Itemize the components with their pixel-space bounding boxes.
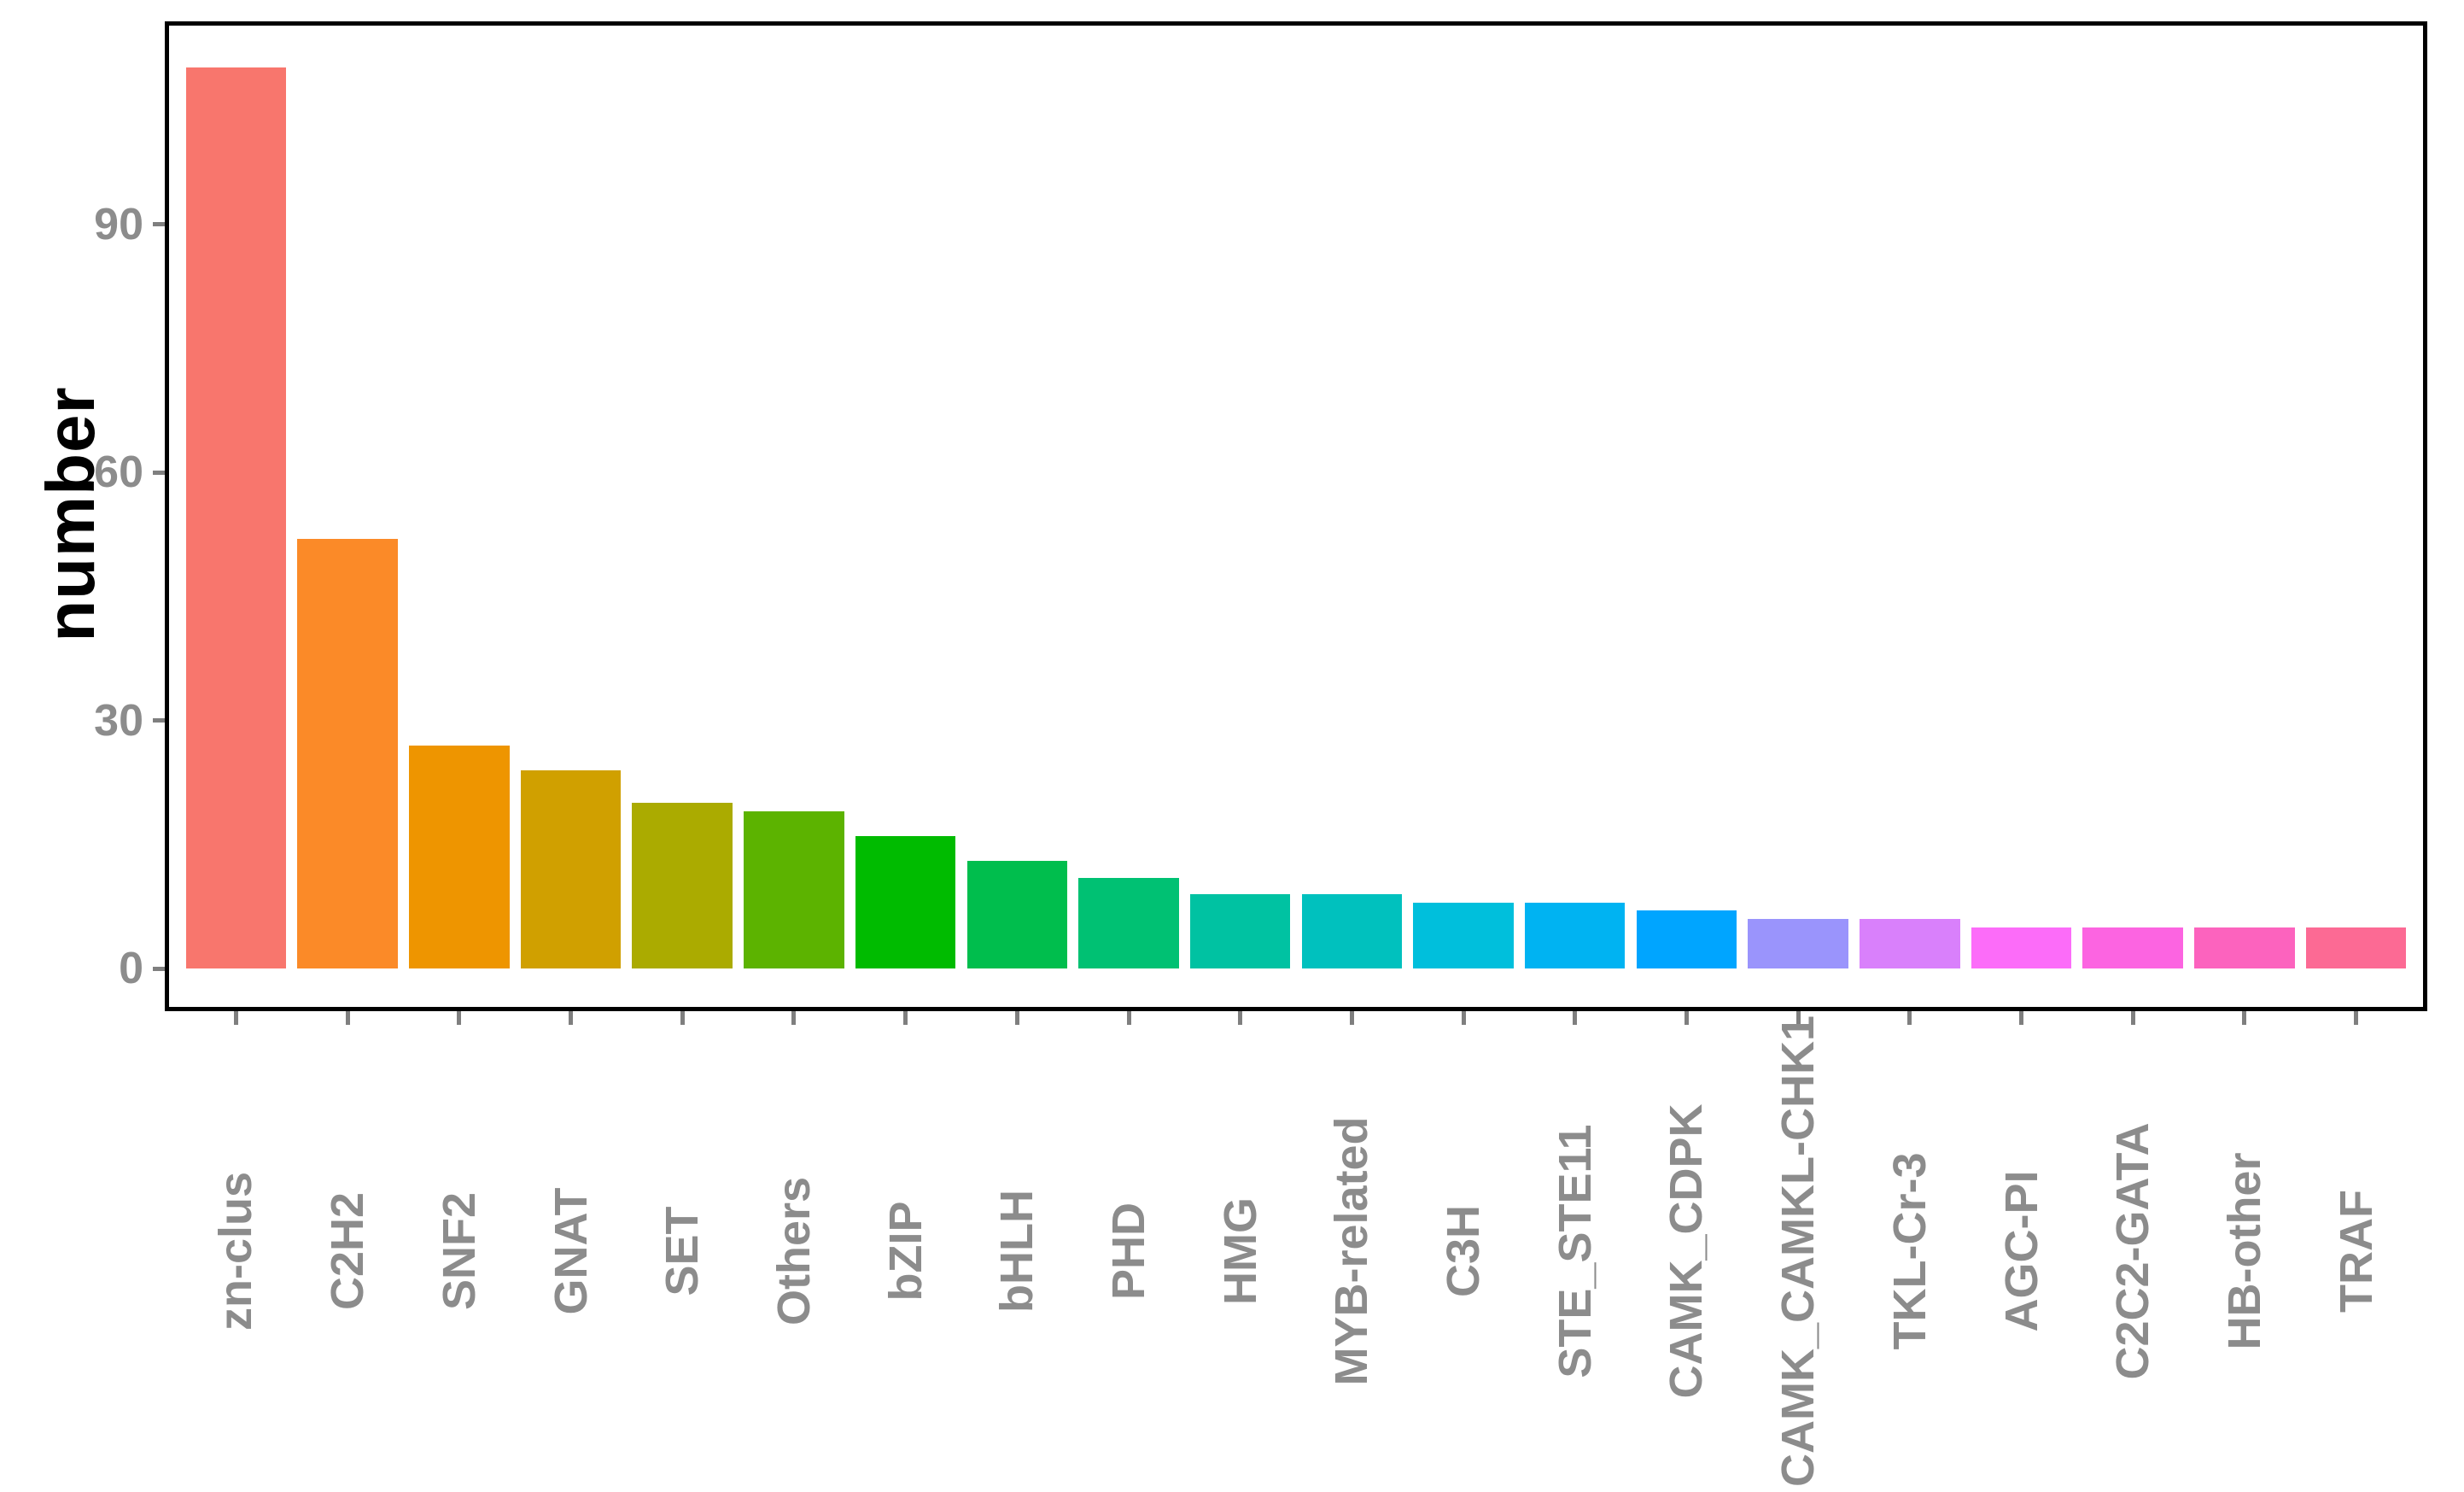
x-tick-mark-PHD xyxy=(1126,1011,1131,1025)
bar-bZIP xyxy=(855,836,956,968)
bar-TKL-Cr-3 xyxy=(1860,919,1960,968)
bar-HMG xyxy=(1189,894,1291,968)
x-tick-label-C2C2-GATA: C2C2-GATA xyxy=(2107,1122,2159,1380)
x-tick-mark-SNF2 xyxy=(457,1011,462,1025)
y-tick-mark-0 xyxy=(153,966,165,971)
y-tick-label-60: 60 xyxy=(94,448,143,498)
bar-PHD xyxy=(1078,878,1179,968)
y-tick-label-90: 90 xyxy=(94,199,143,249)
x-tick-label-SET: SET xyxy=(657,1206,709,1296)
bar-TRAF xyxy=(2305,927,2407,968)
x-tick-label-GNAT: GNAT xyxy=(545,1187,597,1315)
x-tick-label-TRAF: TRAF xyxy=(2330,1190,2382,1313)
x-tick-label-MYB-related: MYB-related xyxy=(1326,1116,1378,1386)
y-tick-mark-60 xyxy=(153,470,165,475)
x-tick-label-CAMK_CAMKL-CHK1: CAMK_CAMKL-CHK1 xyxy=(1772,1015,1825,1487)
bar-C3H xyxy=(1413,903,1514,968)
x-tick-mark-CAMK_CDPK xyxy=(1684,1011,1689,1025)
x-tick-label-HMG: HMG xyxy=(1214,1197,1266,1305)
x-tick-mark-bHLH xyxy=(1014,1011,1019,1025)
bar-HB-other xyxy=(2194,927,2295,968)
x-tick-label-HB-other: HB-other xyxy=(2218,1152,2270,1350)
x-tick-label-CAMK_CDPK: CAMK_CDPK xyxy=(1661,1103,1713,1399)
bar-SNF2 xyxy=(409,746,510,968)
x-tick-mark-STE_STE11 xyxy=(1573,1011,1578,1025)
x-tick-mark-C2C2-GATA xyxy=(2130,1011,2135,1025)
x-tick-mark-TKL-Cr-3 xyxy=(1907,1011,1912,1025)
y-tick-mark-30 xyxy=(153,718,165,723)
y-tick-mark-90 xyxy=(153,222,165,227)
bar-CAMK_CDPK xyxy=(1636,910,1737,968)
bar-C2H2 xyxy=(297,539,398,968)
x-tick-label-C3H: C3H xyxy=(1438,1204,1489,1298)
bar-STE_STE11 xyxy=(1524,903,1626,968)
x-tick-label-AGC-PI: AGC-PI xyxy=(1995,1170,2047,1332)
x-tick-mark-CAMK_CAMKL-CHK1 xyxy=(1795,1011,1801,1025)
x-tick-label-bHLH: bHLH xyxy=(991,1190,1043,1313)
x-tick-mark-MYB-related xyxy=(1349,1011,1354,1025)
x-tick-mark-SET xyxy=(680,1011,685,1025)
x-tick-mark-zn-clus xyxy=(233,1011,238,1025)
bar-Others xyxy=(744,811,844,968)
x-tick-mark-C3H xyxy=(1461,1011,1466,1025)
x-tick-mark-TRAF xyxy=(2354,1011,2359,1025)
x-tick-label-zn-clus: zn-clus xyxy=(210,1171,262,1331)
bar-zn-clus xyxy=(185,67,287,968)
x-tick-label-Others: Others xyxy=(768,1176,820,1326)
bar-AGC-PI xyxy=(1971,927,2072,968)
bar-GNAT xyxy=(520,770,622,968)
bar-SET xyxy=(632,803,733,968)
x-tick-mark-HMG xyxy=(1238,1011,1243,1025)
bar-CAMK_CAMKL-CHK1 xyxy=(1748,919,1848,968)
x-tick-label-C2H2: C2H2 xyxy=(322,1191,374,1311)
x-tick-label-TKL-Cr-3: TKL-Cr-3 xyxy=(1883,1152,1936,1350)
y-tick-label-0: 0 xyxy=(119,944,143,993)
x-tick-label-PHD: PHD xyxy=(1103,1202,1154,1301)
x-tick-label-bZIP: bZIP xyxy=(879,1201,931,1302)
x-tick-mark-HB-other xyxy=(2242,1011,2247,1025)
x-tick-label-STE_STE11: STE_STE11 xyxy=(1549,1124,1601,1378)
y-tick-label-30: 30 xyxy=(94,695,143,746)
x-tick-mark-Others xyxy=(791,1011,797,1025)
x-tick-mark-bZIP xyxy=(903,1011,908,1025)
y-axis-title: number xyxy=(32,386,108,642)
bar-MYB-related xyxy=(1301,894,1403,968)
x-tick-mark-AGC-PI xyxy=(2019,1011,2023,1025)
x-tick-mark-C2H2 xyxy=(345,1011,350,1025)
bar-bHLH xyxy=(966,861,1068,968)
x-tick-label-SNF2: SNF2 xyxy=(433,1191,485,1311)
bar-C2C2-GATA xyxy=(2082,927,2183,968)
x-tick-mark-GNAT xyxy=(569,1011,573,1025)
